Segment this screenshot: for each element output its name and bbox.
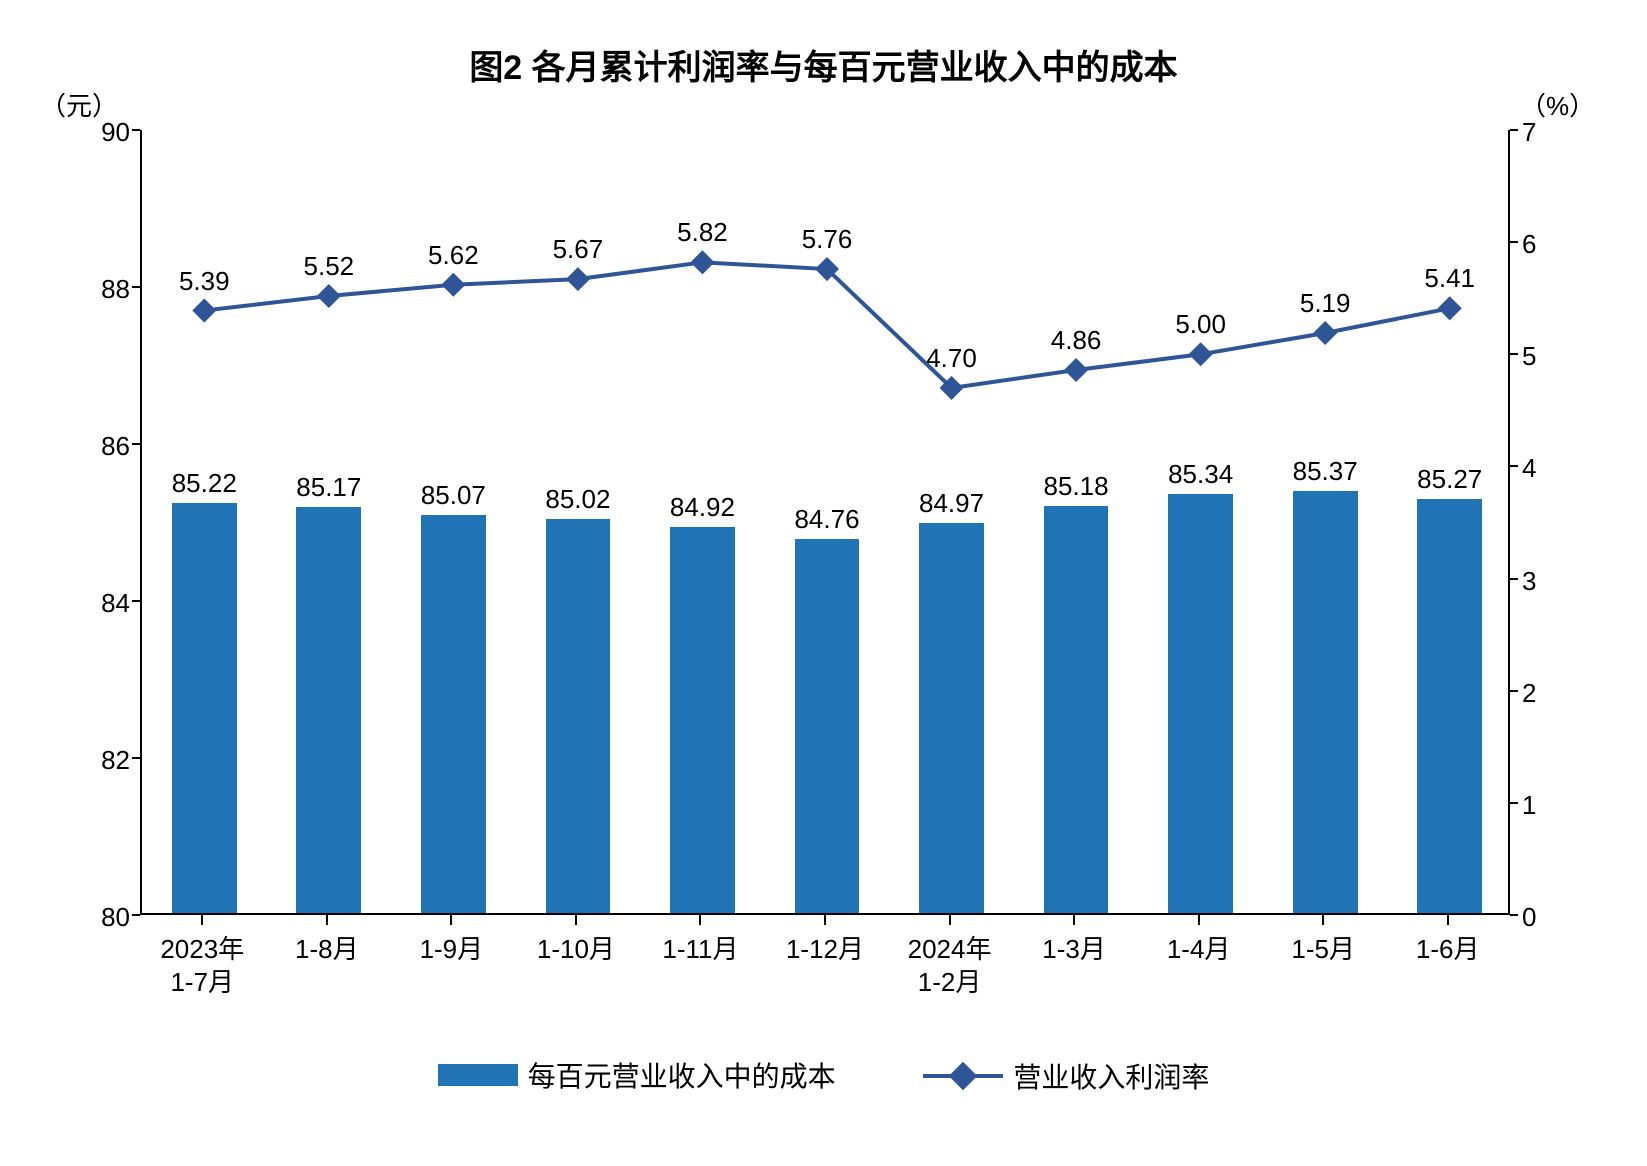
line-series bbox=[204, 262, 1449, 388]
legend-label-line: 营业收入利润率 bbox=[1013, 1056, 1209, 1096]
x-tick-mark bbox=[824, 915, 826, 925]
y-right-tick-label: 2 bbox=[1522, 678, 1536, 709]
y-right-tick-label: 7 bbox=[1522, 117, 1536, 148]
legend-label-bar: 每百元营业收入中的成本 bbox=[528, 1055, 836, 1095]
line-series-svg bbox=[142, 130, 1512, 915]
line-marker bbox=[442, 273, 465, 296]
y-right-tick-mark bbox=[1510, 578, 1518, 580]
x-tick-mark bbox=[575, 915, 577, 925]
y-left-tick-mark bbox=[132, 443, 140, 445]
x-tick-mark bbox=[1198, 915, 1200, 925]
x-tick-mark bbox=[1447, 915, 1449, 925]
x-tick-label: 2024年 1-2月 bbox=[908, 933, 992, 998]
x-tick-mark bbox=[1322, 915, 1324, 925]
y-right-tick-mark bbox=[1510, 914, 1518, 916]
y-left-tick-mark bbox=[132, 286, 140, 288]
x-tick-mark bbox=[1073, 915, 1075, 925]
x-tick-label: 1-9月 bbox=[420, 933, 484, 966]
y-left-tick-label: 90 bbox=[60, 117, 130, 148]
line-marker bbox=[193, 299, 216, 322]
x-tick-label: 1-6月 bbox=[1416, 933, 1480, 966]
y-right-tick-mark bbox=[1510, 690, 1518, 692]
line-marker bbox=[318, 285, 341, 308]
line-marker bbox=[691, 251, 714, 274]
y-right-tick-mark bbox=[1510, 241, 1518, 243]
y-right-tick-label: 3 bbox=[1522, 566, 1536, 597]
x-tick-mark bbox=[699, 915, 701, 925]
legend-item-line: 营业收入利润率 bbox=[923, 1056, 1209, 1096]
x-tick-mark bbox=[201, 915, 203, 925]
y-left-tick-mark bbox=[132, 129, 140, 131]
x-tick-label: 1-8月 bbox=[295, 933, 359, 966]
y-left-tick-label: 82 bbox=[60, 745, 130, 776]
y-left-tick-label: 88 bbox=[60, 274, 130, 305]
x-tick-label: 2023年 1-7月 bbox=[160, 933, 244, 998]
y-right-tick-label: 4 bbox=[1522, 453, 1536, 484]
line-marker bbox=[1314, 322, 1337, 345]
x-tick-mark bbox=[949, 915, 951, 925]
legend: 每百元营业收入中的成本 营业收入利润率 bbox=[0, 1055, 1647, 1096]
y-right-tick-mark bbox=[1510, 465, 1518, 467]
legend-item-bar: 每百元营业收入中的成本 bbox=[438, 1055, 836, 1095]
y-left-tick-label: 84 bbox=[60, 588, 130, 619]
x-tick-mark bbox=[326, 915, 328, 925]
x-tick-label: 1-12月 bbox=[786, 933, 864, 966]
line-marker bbox=[1065, 359, 1088, 382]
x-tick-mark bbox=[450, 915, 452, 925]
y-left-tick-mark bbox=[132, 757, 140, 759]
legend-swatch-bar bbox=[438, 1064, 518, 1086]
line-marker bbox=[567, 268, 590, 291]
y-right-tick-mark bbox=[1510, 353, 1518, 355]
y-right-tick-label: 1 bbox=[1522, 790, 1536, 821]
chart-title: 图2 各月累计利润率与每百元营业收入中的成本 bbox=[0, 40, 1647, 89]
y-left-tick-label: 86 bbox=[60, 431, 130, 462]
y-right-tick-mark bbox=[1510, 129, 1518, 131]
y-right-tick-label: 0 bbox=[1522, 902, 1536, 933]
y-right-tick-label: 6 bbox=[1522, 229, 1536, 260]
x-tick-label: 1-4月 bbox=[1167, 933, 1231, 966]
x-tick-label: 1-5月 bbox=[1291, 933, 1355, 966]
y-left-tick-mark bbox=[132, 914, 140, 916]
line-marker bbox=[1189, 343, 1212, 366]
x-tick-label: 1-3月 bbox=[1042, 933, 1106, 966]
line-marker bbox=[1438, 297, 1461, 320]
x-tick-label: 1-10月 bbox=[537, 933, 615, 966]
plot-area: 85.2285.1785.0785.0284.9284.7684.9785.18… bbox=[140, 130, 1510, 915]
x-tick-label: 1-11月 bbox=[662, 933, 738, 966]
legend-swatch-line bbox=[923, 1065, 1003, 1087]
chart-container: 图2 各月累计利润率与每百元营业收入中的成本 （元） （%） 85.2285.1… bbox=[0, 0, 1647, 1166]
y-right-tick-mark bbox=[1510, 802, 1518, 804]
y-left-tick-label: 80 bbox=[60, 902, 130, 933]
y-right-tick-label: 5 bbox=[1522, 341, 1536, 372]
y-left-tick-mark bbox=[132, 600, 140, 602]
